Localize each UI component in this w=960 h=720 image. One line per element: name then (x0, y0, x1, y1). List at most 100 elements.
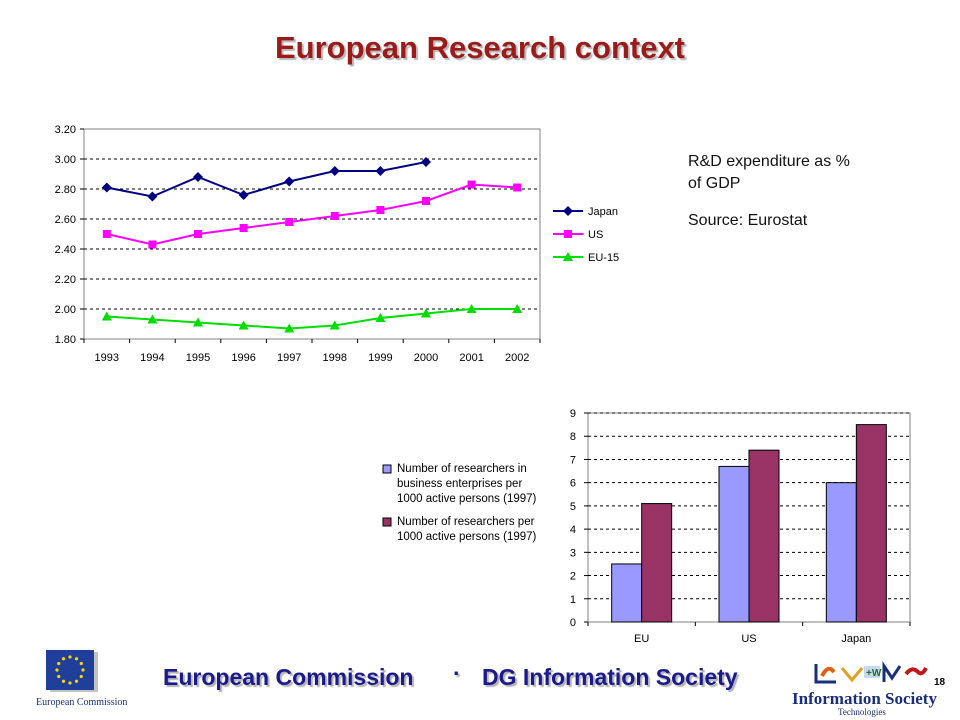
line-chart: 1.80 2.00 2.20 2.40 2.60 2.80 3.00 3.20 1993 1994… (55, 124, 620, 364)
legend-label-line: 1000 active persons (1997) (397, 493, 537, 505)
line-ytick-label: 3.00 (55, 154, 76, 166)
bar-1 (718, 465, 750, 623)
line-xtick-label: 2000 (414, 352, 438, 364)
legend-label-line: Number of researchers in (397, 463, 527, 475)
bar-ytick-label: 8 (570, 431, 576, 443)
line-ytick-label: 1.80 (55, 334, 76, 346)
line-xtick-label: 1997 (277, 352, 301, 364)
data-point-eu-15 (284, 323, 295, 333)
bar-ytick-label: 0 (570, 617, 576, 629)
eu-star-icon (61, 679, 66, 683)
data-point-eu-15 (101, 311, 112, 321)
bar-ytick-label: 6 (570, 478, 576, 490)
bar-xtick-label: US (741, 633, 756, 645)
eu-star-icon (79, 661, 83, 666)
ist-logo: +W (812, 660, 930, 693)
data-point-us (467, 180, 476, 189)
bar-ytick-label: 3 (570, 547, 576, 559)
series-line-us (106, 183, 518, 246)
bar-2 (748, 449, 780, 623)
series-line-eu-15 (106, 308, 518, 330)
legend-label-us: US (588, 229, 603, 241)
line-xtick-label: 1998 (323, 352, 347, 364)
data-point-us (102, 230, 111, 238)
eu-star-icon (68, 655, 72, 659)
data-point-japan (238, 190, 249, 200)
data-point-us (330, 212, 339, 220)
data-point-eu-15 (375, 313, 386, 322)
ist-logo-subtitle: Technologies (838, 707, 886, 717)
bar-ytick-label: 7 (570, 454, 576, 466)
chart-note-line1: R&D expenditure as % (688, 153, 850, 170)
eu-star-icon (74, 679, 79, 683)
data-point-eu-15 (466, 304, 477, 313)
bar-2 (855, 424, 887, 623)
footer-dot: · (453, 660, 461, 686)
data-point-japan (329, 166, 340, 176)
legend-label-line: 1000 active persons (1997) (397, 531, 537, 543)
series-us (102, 180, 522, 249)
line-xtick-label: 1994 (140, 352, 164, 364)
data-point-japan (375, 166, 386, 176)
bar-chart: 0 1 2 3 4 5 6 7 8 9 EU US Japan Number of researchers… (382, 408, 911, 645)
data-point-eu-15 (512, 304, 523, 313)
legend-marker-eu-15 (563, 252, 573, 261)
data-point-us (285, 218, 294, 226)
bar-ytick-label: 4 (570, 524, 576, 536)
data-point-eu-15 (238, 320, 249, 330)
line-ytick-label: 2.20 (55, 274, 76, 286)
line-ytick-label: 2.80 (55, 184, 76, 196)
data-point-eu-15 (329, 320, 340, 330)
data-point-japan (421, 157, 431, 167)
bar-ytick-label: 1 (570, 594, 576, 606)
data-point-japan (193, 172, 203, 182)
eu-star-icon (57, 661, 61, 666)
bar-ytick-label: 9 (570, 408, 576, 420)
footer-commission: European Commission (163, 664, 414, 690)
bar-2 (641, 503, 673, 623)
eu-logo-caption: European Commission (36, 697, 128, 708)
line-ytick-label: 2.60 (55, 214, 76, 226)
legend-marker-us (564, 230, 572, 238)
legend-marker-japan (563, 206, 573, 216)
line-ytick-label: 2.00 (55, 304, 76, 316)
data-point-us (422, 197, 430, 205)
svg-text:+W: +W (866, 668, 882, 679)
eu-star-icon (55, 668, 59, 672)
data-point-us (194, 230, 202, 238)
line-plot-area (83, 128, 541, 340)
data-point-eu-15 (421, 308, 431, 318)
series-japan (101, 157, 431, 202)
line-xtick-label: 1993 (95, 352, 119, 364)
data-point-us (148, 240, 157, 249)
data-point-us (376, 206, 385, 214)
bar-xtick-label: EU (634, 633, 649, 645)
legend-label-eu-15: EU-15 (588, 252, 619, 264)
ist-logo-mark-icon: +W (814, 661, 928, 684)
eu-star-icon (61, 657, 66, 661)
line-xtick-label: 2002 (505, 352, 529, 364)
eu-logo (34, 650, 100, 701)
eu-star-icon (79, 674, 83, 679)
bar-ytick-label: 5 (570, 501, 576, 513)
data-point-eu-15 (193, 317, 203, 327)
data-point-japan (147, 191, 158, 202)
legend-label-japan: Japan (588, 206, 618, 218)
eu-star-icon (74, 657, 79, 661)
legend-label-line: business enterprises per (397, 478, 522, 490)
legend-label-line: Number of researchers per (397, 516, 535, 528)
line-xtick-label: 1995 (186, 352, 210, 364)
bar-1 (825, 482, 857, 623)
page-number: 18 (934, 677, 946, 688)
series-eu-15 (101, 304, 523, 333)
chart-note-line2: of GDP (688, 175, 741, 192)
line-xtick-label: 1996 (231, 352, 255, 364)
eu-star-icon (81, 668, 85, 672)
eu-star-icon (57, 674, 61, 679)
data-point-us (513, 183, 522, 192)
data-point-us (239, 224, 248, 232)
data-point-eu-15 (147, 314, 158, 324)
data-point-japan (101, 182, 112, 193)
legend-swatch-1 (382, 464, 392, 474)
eu-flag-icon (46, 650, 98, 692)
